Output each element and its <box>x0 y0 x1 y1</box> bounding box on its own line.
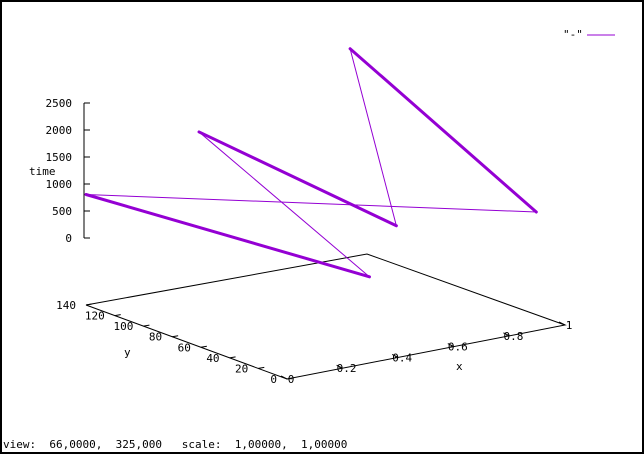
z-tick-label: 2500 <box>46 97 73 110</box>
x-tick-mark <box>336 364 343 369</box>
y-tick-mark <box>229 356 236 359</box>
x-tick-label: 0.4 <box>392 351 412 364</box>
y-tick-label: 100 <box>114 320 134 333</box>
y-tick-mark <box>200 345 207 348</box>
series-segment <box>198 131 370 278</box>
base-plane <box>85 253 567 380</box>
z-tick-label: 500 <box>52 205 72 218</box>
series-segment <box>349 48 397 227</box>
y-tick-label: 120 <box>85 310 105 323</box>
x-tick-label: 0.2 <box>337 362 357 375</box>
y-axis-ticks: 0 20 40 60 80 100 120 140 <box>56 299 294 386</box>
z-axis-label: time <box>29 165 56 178</box>
x-tick-label: 0 <box>288 373 295 386</box>
status-bar: view: 66,0000, 325,000 scale: 1,00000, 1… <box>3 438 348 451</box>
y-tick-label: 40 <box>206 352 219 365</box>
x-tick-mark <box>391 353 399 358</box>
x-tick-label: 0.8 <box>503 330 523 343</box>
y-tick-label: 80 <box>149 331 162 344</box>
z-tick-label: 1500 <box>46 151 73 164</box>
y-tick-mark <box>114 314 121 317</box>
x-tick-label: 1 <box>566 319 573 332</box>
y-tick-mark <box>143 324 150 327</box>
y-tick-label: 0 <box>270 373 277 386</box>
y-tick-mark <box>286 377 294 380</box>
y-tick-label: 20 <box>235 362 248 375</box>
z-axis-ticks: 0 500 1000 1500 2000 2500 <box>46 97 90 245</box>
z-tick-label: 0 <box>65 232 72 245</box>
x-axis-label: x <box>456 360 463 373</box>
x-tick-mark <box>447 343 455 348</box>
x-tick-mark <box>280 375 288 380</box>
z-tick-label: 2000 <box>46 124 73 137</box>
series-segment <box>348 47 538 214</box>
y-tick-mark <box>85 303 93 306</box>
y-tick-mark <box>172 335 179 338</box>
x-axis-ticks: 0 0.2 0.4 0.6 0.8 1 <box>280 319 573 386</box>
data-series <box>84 47 538 279</box>
y-tick-mark <box>258 366 265 369</box>
y-axis-label: y <box>124 346 131 359</box>
series-segment <box>85 194 537 213</box>
y-tick-label: 140 <box>56 299 76 312</box>
x-tick-mark <box>503 332 510 337</box>
legend-label: "-" <box>563 28 583 41</box>
z-tick-label: 1000 <box>46 178 73 191</box>
x-tick-mark <box>558 321 566 326</box>
y-tick-label: 60 <box>178 341 191 354</box>
series-segment <box>197 130 398 228</box>
series-segment <box>84 193 371 279</box>
x-tick-label: 0.6 <box>448 341 468 354</box>
